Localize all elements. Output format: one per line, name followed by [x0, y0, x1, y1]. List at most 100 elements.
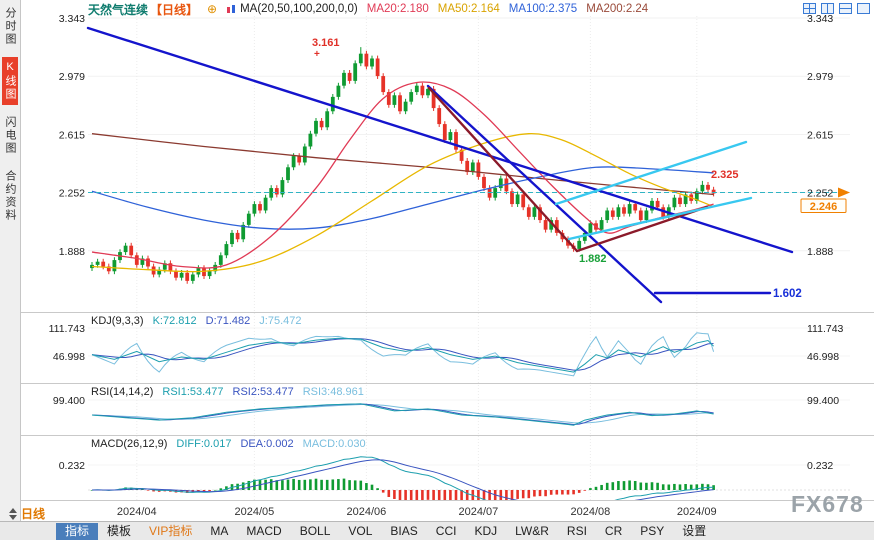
- candle[interactable]: [168, 263, 173, 272]
- candle[interactable]: [420, 85, 425, 96]
- candle[interactable]: [291, 156, 296, 168]
- candle[interactable]: [347, 72, 352, 81]
- candle[interactable]: [599, 220, 604, 230]
- candle[interactable]: [235, 232, 240, 240]
- layout-quad-icon[interactable]: [803, 3, 816, 14]
- candle[interactable]: [465, 160, 470, 173]
- tab-macd[interactable]: MACD: [246, 523, 282, 538]
- candle[interactable]: [554, 220, 559, 233]
- candle[interactable]: [672, 197, 677, 208]
- candle[interactable]: [246, 213, 251, 225]
- candle[interactable]: [106, 266, 111, 272]
- tab-cci[interactable]: CCI: [435, 523, 457, 538]
- candle[interactable]: [386, 92, 391, 105]
- candle[interactable]: [336, 85, 341, 97]
- candle[interactable]: [521, 194, 526, 208]
- candle[interactable]: [526, 207, 531, 217]
- candle[interactable]: [616, 207, 621, 217]
- rising-channel-upper[interactable]: [554, 140, 748, 206]
- candle[interactable]: [694, 191, 699, 201]
- period-label[interactable]: 日线: [21, 507, 46, 521]
- candle[interactable]: [258, 204, 262, 211]
- candle[interactable]: [224, 244, 229, 256]
- candle[interactable]: [319, 120, 324, 128]
- candle[interactable]: [538, 207, 542, 221]
- candle[interactable]: [655, 200, 660, 208]
- candle[interactable]: [442, 124, 447, 141]
- tab-template[interactable]: 模板: [107, 523, 132, 538]
- candle[interactable]: [230, 232, 234, 245]
- tab-ma[interactable]: MA: [210, 523, 229, 538]
- tab-vol[interactable]: VOL: [348, 523, 373, 538]
- tab-lwr[interactable]: LW&R: [515, 523, 549, 538]
- tab-boll[interactable]: BOLL: [299, 523, 331, 538]
- tab-bias[interactable]: BIAS: [390, 523, 418, 538]
- candle[interactable]: [353, 63, 358, 81]
- candle[interactable]: [459, 149, 464, 161]
- candle[interactable]: [263, 197, 268, 211]
- candle[interactable]: [588, 223, 593, 233]
- decline-trend-line[interactable]: [427, 86, 579, 253]
- candle[interactable]: [314, 120, 318, 134]
- candle[interactable]: [190, 274, 195, 281]
- candle[interactable]: [605, 210, 610, 221]
- add-indicator-icon[interactable]: ⊕: [207, 2, 218, 16]
- candle[interactable]: [543, 220, 548, 230]
- tab-cr[interactable]: CR: [604, 523, 623, 538]
- candle[interactable]: [101, 261, 106, 267]
- candle[interactable]: [532, 207, 537, 217]
- candle[interactable]: [476, 162, 481, 177]
- candle[interactable]: [711, 189, 716, 194]
- candle[interactable]: [454, 132, 458, 150]
- candle[interactable]: [269, 188, 274, 198]
- candle[interactable]: [482, 176, 486, 189]
- tab-vip-indicator[interactable]: VIP指标: [149, 523, 193, 538]
- candle[interactable]: [140, 258, 145, 265]
- candle[interactable]: [218, 255, 223, 265]
- candle[interactable]: [437, 108, 442, 125]
- candle[interactable]: [678, 197, 682, 205]
- candle[interactable]: [185, 272, 190, 281]
- candle[interactable]: [403, 101, 408, 112]
- candle[interactable]: [134, 255, 139, 265]
- tab-settings[interactable]: 设置: [682, 523, 707, 538]
- candle[interactable]: [157, 269, 162, 275]
- candle[interactable]: [358, 53, 363, 64]
- tab-kdj[interactable]: KDJ: [474, 523, 498, 538]
- candle[interactable]: [650, 200, 654, 211]
- candle[interactable]: [498, 178, 503, 189]
- candle[interactable]: [274, 188, 279, 195]
- candle[interactable]: [414, 85, 419, 93]
- candle[interactable]: [622, 207, 626, 214]
- chart-canvas[interactable]: 2.246 3.161+1.882 2.325 1.602 3.343 3.343 2.97…: [0, 0, 874, 522]
- candle[interactable]: [375, 58, 380, 77]
- candle[interactable]: [431, 88, 436, 109]
- candle[interactable]: [706, 184, 710, 190]
- candle[interactable]: [426, 88, 430, 96]
- candle[interactable]: [213, 264, 218, 272]
- candle[interactable]: [409, 92, 414, 102]
- sidebar-tab-kline[interactable]: K线图: [2, 57, 18, 105]
- candle[interactable]: [207, 271, 212, 277]
- candle[interactable]: [627, 204, 632, 214]
- candle[interactable]: [381, 76, 386, 93]
- candle[interactable]: [297, 156, 302, 163]
- candle[interactable]: [610, 210, 615, 217]
- candle[interactable]: [123, 245, 128, 253]
- candle[interactable]: [582, 232, 587, 241]
- candle[interactable]: [129, 245, 134, 256]
- tab-rsi[interactable]: RSI: [566, 523, 587, 538]
- candle[interactable]: [330, 96, 335, 112]
- candle[interactable]: [633, 204, 638, 211]
- period-up-button[interactable]: [9, 507, 17, 513]
- candle[interactable]: [470, 162, 475, 173]
- sidebar-tab-lightning[interactable]: 闪电图: [4, 116, 16, 155]
- candle[interactable]: [549, 220, 554, 230]
- candle[interactable]: [342, 72, 346, 86]
- candle[interactable]: [202, 268, 206, 277]
- candle[interactable]: [252, 204, 257, 214]
- candle[interactable]: [286, 167, 290, 181]
- candle[interactable]: [638, 210, 643, 221]
- candle[interactable]: [683, 194, 688, 205]
- candle[interactable]: [364, 53, 369, 67]
